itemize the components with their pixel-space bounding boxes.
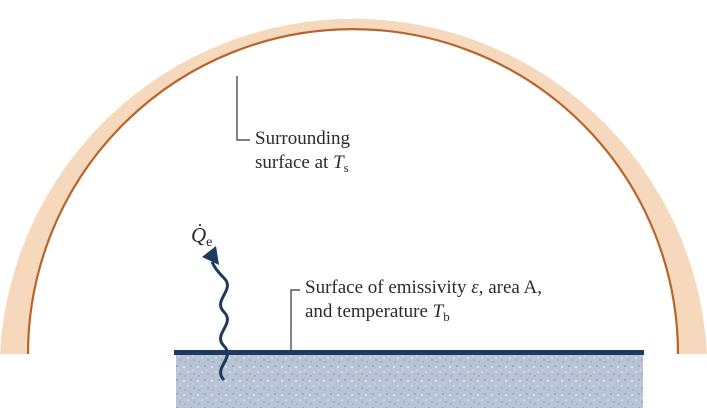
- surface-label-line1: Surface of emissivity ε, area A,: [305, 276, 542, 300]
- body-temp-subscript: b: [443, 309, 450, 324]
- surface-label-prefix: Surface of emissivity: [305, 277, 472, 298]
- emitting-surface-plate: [174, 350, 644, 355]
- surroundings-leader-line: [236, 76, 250, 141]
- emission-rate-label: · Qe: [191, 215, 213, 250]
- body-base-block: [176, 354, 643, 408]
- surface-leader-line: [290, 289, 300, 351]
- emission-rate-dot: ·: [197, 215, 203, 235]
- surroundings-label-line2: surface at Ts: [255, 151, 350, 176]
- surface-label-suffix: , area A,: [478, 277, 543, 298]
- emission-rate-subscript: e: [206, 235, 213, 250]
- surroundings-label: Surrounding surface at Ts: [255, 127, 350, 176]
- surface-label-line2-prefix: and temperature: [305, 301, 433, 322]
- surroundings-temp-subscript: s: [343, 160, 349, 175]
- surroundings-temp-symbol: T: [333, 152, 344, 173]
- emission-rate-symbol: Q: [191, 223, 207, 247]
- body-temp-symbol: T: [432, 301, 444, 322]
- surroundings-label-prefix: surface at: [255, 152, 334, 173]
- emission-arrow-head: [202, 246, 219, 265]
- emissivity-symbol: ε: [471, 277, 479, 298]
- surface-label: Surface of emissivity ε, area A, and tem…: [305, 276, 542, 325]
- emission-wavy-arrow: [210, 261, 229, 382]
- surrounding-dome-inner-edge: [26, 27, 680, 355]
- surroundings-label-line1: Surrounding: [255, 128, 350, 149]
- surface-label-line2: and temperature Tb: [305, 300, 542, 325]
